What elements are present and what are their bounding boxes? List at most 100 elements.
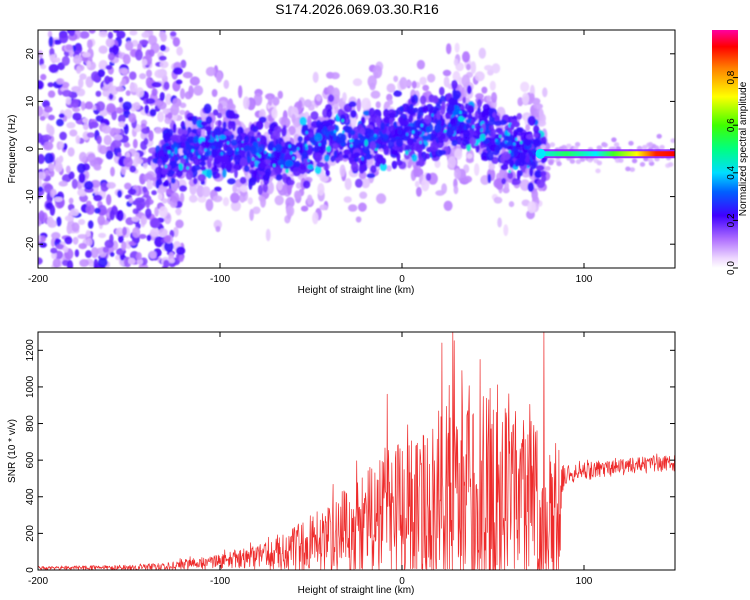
spectrogram-cell [375, 101, 381, 109]
spectrogram-cell [476, 99, 482, 108]
spectrogram-cell [462, 51, 470, 63]
spectrogram-cell [47, 82, 54, 88]
spectrogram-cell [144, 104, 149, 114]
line-core [538, 151, 675, 157]
spectrogram-cell [180, 88, 185, 100]
spectrogram-cell [125, 90, 131, 96]
spectrogram-cell [339, 153, 344, 162]
colorbar-label: Normalized spectral amplitude [738, 81, 749, 216]
spectrogram-cell [52, 57, 61, 63]
spectrogram-cell [487, 173, 492, 184]
spectrogram-cell [260, 196, 266, 208]
spectrogram-cell [349, 144, 353, 148]
spectrogram-cell [79, 31, 90, 39]
spectrogram-cell [149, 108, 157, 117]
spectrogram-cell [93, 194, 103, 202]
spectrogram-cell [38, 186, 43, 192]
spectrogram-cell [430, 141, 439, 152]
spectrogram-cell [534, 169, 542, 179]
spectrogram-cell [205, 135, 211, 141]
spectrogram-cell [164, 164, 168, 169]
spectrogram-cell [61, 55, 70, 66]
spectrogram-cell [376, 154, 384, 165]
colorbar-gradient [712, 30, 738, 268]
spectrogram-cell [525, 133, 534, 140]
spectrogram-cell [647, 157, 654, 163]
spectrogram-cell [85, 250, 92, 259]
x-tick-label: 100 [576, 274, 593, 285]
spectrogram-cell [123, 142, 131, 148]
spectrogram-cell [435, 190, 445, 196]
spectrogram-cell [380, 122, 385, 131]
spectrogram-cell [259, 151, 264, 162]
spectrogram-cell [352, 138, 361, 145]
spectrogram-cell [78, 219, 86, 225]
spectrogram-cell [213, 165, 218, 171]
spectrogram-cell [217, 103, 223, 113]
spectrogram-cell [434, 123, 442, 133]
spectrogram-cell [201, 186, 211, 198]
spectrogram-cell [495, 138, 498, 143]
spectrogram-cell [64, 215, 74, 222]
spectrogram-cell [116, 249, 124, 256]
spectrogram-cell [136, 158, 144, 165]
spectrogram-cell [343, 149, 352, 155]
spectrogram-cell [66, 223, 73, 235]
spectrogram-cell [389, 116, 394, 126]
spectrogram-cell [475, 125, 483, 135]
spectrogram-cell [141, 31, 150, 38]
spectrogram-cell [102, 89, 110, 97]
spectrogram-cell [59, 141, 64, 149]
spectrogram-cell [48, 36, 54, 47]
spectrogram-cell [470, 118, 475, 126]
spectrogram-cell [486, 95, 492, 102]
x-tick-label: -200 [28, 576, 48, 587]
spectrogram-cell [185, 170, 194, 180]
spectrogram-cell [325, 169, 330, 177]
spectrogram-cell [127, 188, 137, 195]
spectrogram-cell [309, 135, 316, 144]
spectrogram-cell [185, 143, 191, 151]
spectrogram-cell [343, 196, 352, 203]
spectrogram-cell [191, 165, 196, 173]
spectrogram-cell [240, 185, 248, 193]
spectrogram-cell [154, 236, 165, 248]
spectrogram-cell [415, 142, 424, 154]
snr-x-label: Height of straight line (km) [298, 585, 415, 596]
spectrogram-cell [51, 232, 61, 240]
spectrogram-cell [370, 90, 381, 99]
spectrogram-cell [132, 102, 141, 111]
spectrogram-cell [243, 96, 250, 110]
spectrogram-cell [238, 85, 243, 99]
spectrogram-cell [187, 126, 192, 134]
spectrogram-cell [43, 141, 54, 151]
spectrogram-cell [413, 164, 419, 178]
spectrogram-cell [611, 137, 617, 143]
snr-y-ticks: 0 200 400 600 800 1000 1200 [25, 339, 675, 573]
spectrogram-cell [383, 108, 390, 118]
spectrogram-cell [105, 150, 114, 160]
colorbar: 0.0 0.2 0.4 0.6 0.8 Normalized spectral ampl… [712, 30, 749, 275]
spectrogram-cell [171, 152, 174, 156]
spectrogram-cell [489, 124, 494, 132]
spectrogram-cell [141, 58, 148, 66]
spectrogram-cell [71, 98, 79, 109]
spectrogram-cell [536, 119, 547, 127]
spectrogram-cell [145, 198, 151, 209]
spectrogram-cell [517, 97, 524, 107]
spectrogram-cell [628, 140, 634, 146]
spectrogram-cell [271, 107, 278, 119]
spectrogram-cell [104, 239, 114, 249]
spectrogram-cell [319, 174, 329, 183]
spectrogram-cell [47, 90, 56, 98]
spectrogram-cell [300, 164, 306, 171]
spectrogram-cell [38, 257, 43, 265]
spectrogram-cell [113, 134, 123, 141]
spectrogram-cell [364, 139, 369, 147]
spectrogram-cell [97, 69, 105, 78]
spectrogram-cell [38, 179, 42, 188]
spectrogram-cell [361, 116, 366, 125]
spectrogram-cell [214, 186, 222, 192]
spectrogram-cell [327, 125, 336, 132]
spectrogram-cell [44, 169, 50, 175]
